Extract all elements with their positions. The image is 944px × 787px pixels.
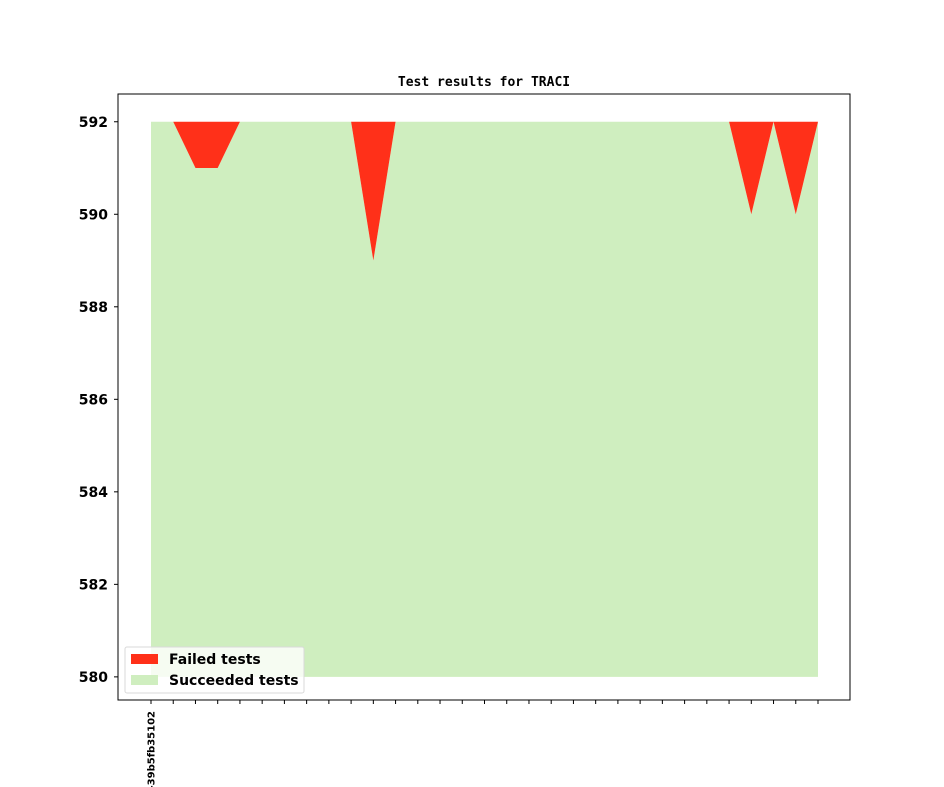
y-tick-label: 586 (79, 392, 108, 408)
y-tick-label: 588 (79, 300, 108, 316)
legend-label-succeeded-tests: Succeeded tests (169, 673, 299, 689)
legend: Failed tests Succeeded tests (124, 646, 305, 694)
y-tick-label: 590 (79, 207, 108, 223)
y-tick-label: 584 (79, 485, 108, 501)
y-tick-label: 580 (79, 670, 108, 686)
legend-box (124, 646, 305, 694)
legend-swatch-succeeded-tests (131, 675, 158, 685)
chart-title: Test results for TRACI (398, 75, 570, 90)
legend-label-failed-tests: Failed tests (169, 652, 261, 668)
x-axis: -39b5fb35102 (147, 700, 819, 787)
y-tick-label: 582 (79, 577, 108, 593)
y-tick-label: 592 (79, 115, 108, 131)
legend-swatch-failed-tests (131, 654, 158, 664)
failed-tests-area (151, 121, 818, 261)
y-axis: 580 582 584 586 588 590 592 (79, 115, 118, 686)
x-tick-label: -39b5fb35102 (147, 711, 158, 787)
plot-area (151, 121, 818, 677)
succeeded-tests-area (151, 121, 818, 677)
